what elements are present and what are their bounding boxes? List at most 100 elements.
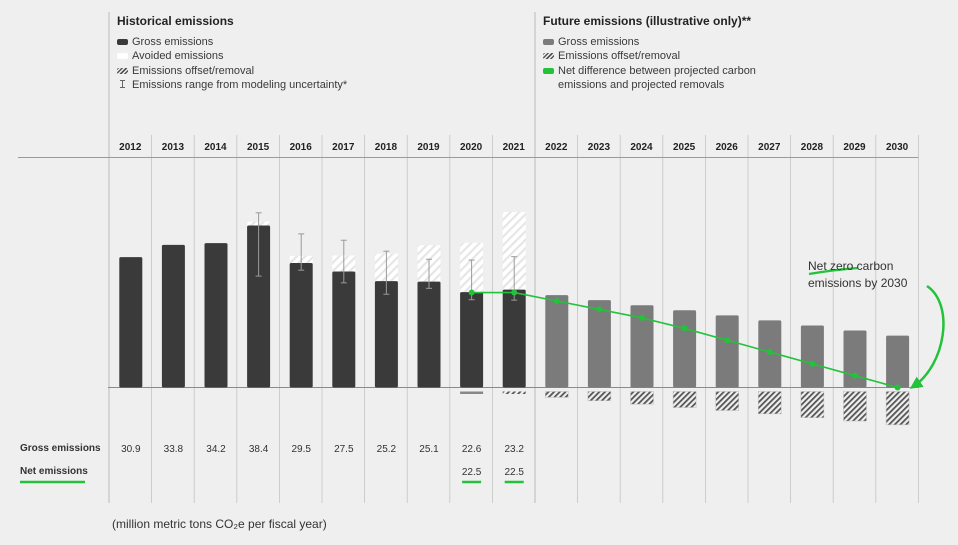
gross-emissions-bar	[204, 243, 228, 388]
gross-emissions-row-label: Gross emissions	[20, 443, 101, 454]
gross-value-label: 34.2	[206, 444, 226, 455]
future-offset-removal-bar	[672, 391, 697, 408]
legend-historical: Historical emissions Gross emissions Avo…	[117, 14, 347, 93]
gross-value-label: 29.5	[291, 444, 311, 455]
legend-item-label: Avoided emissions	[132, 50, 224, 62]
year-tick-label: 2017	[332, 142, 355, 153]
gross-emissions-bar	[161, 244, 185, 388]
future-offset-removal-bar	[545, 391, 569, 398]
gross-emissions-bar	[289, 263, 313, 388]
offset-removal-bar	[460, 391, 484, 394]
year-tick-label: 2012	[119, 142, 142, 153]
year-tick-label: 2030	[886, 142, 909, 153]
legend-item-label: Emissions offset/removal	[132, 64, 255, 77]
legend-item-label: Emissions range from modeling uncertaint…	[132, 79, 348, 91]
future-gross-emissions-bar	[630, 305, 654, 388]
future-offset-removal-bar	[758, 391, 782, 415]
year-tick-label: 2019	[417, 142, 440, 153]
year-tick-label: 2018	[375, 142, 398, 153]
future-gross-emissions-bar	[715, 315, 739, 388]
gross-swatch-icon	[117, 38, 128, 45]
offset-removal-bar	[502, 391, 526, 394]
legend-future-title: Future emissions (illustrative only)**	[543, 14, 752, 28]
year-tick-label: 2020	[460, 142, 483, 153]
legend-item-label: Emissions offset/removal	[558, 50, 681, 62]
net-difference-point	[511, 289, 518, 296]
gross-emissions-bar	[247, 225, 271, 388]
future-gross-emissions-bar	[673, 310, 697, 388]
unit-note: (million metric tons CO₂e per fiscal yea…	[112, 517, 327, 531]
gross-emissions-bar	[417, 281, 441, 388]
year-tick-label: 2023	[588, 142, 611, 153]
gross-value-label: 27.5	[334, 444, 354, 455]
year-tick-label: 2021	[503, 142, 526, 153]
future-offset-removal-bar	[587, 391, 612, 402]
annotation-line-2: emissions by 2030	[808, 276, 908, 290]
gross-value-label: 38.4	[249, 444, 269, 455]
legend-item-label: Gross emissions	[132, 35, 214, 48]
gross-swatch-icon	[543, 38, 554, 45]
net-difference-point	[809, 360, 816, 367]
gross-emissions-bar	[502, 289, 526, 388]
future-gross-emissions-bar	[843, 330, 867, 388]
legend-item-label: Gross emissions	[558, 35, 640, 48]
net-difference-point	[553, 297, 560, 304]
gross-emissions-bar	[119, 257, 143, 388]
legend-item-avoided: Avoided emissions	[117, 49, 347, 64]
year-tick-label: 2025	[673, 142, 696, 153]
gross-value-label: 22.6	[462, 444, 482, 455]
green-line-swatch-icon	[543, 67, 554, 74]
annotation-line-1: Net zero carbon	[808, 259, 894, 273]
year-tick-label: 2026	[716, 142, 739, 153]
year-tick-label: 2016	[290, 142, 313, 153]
future-offset-removal-bar	[885, 391, 910, 426]
future-gross-emissions-bar	[587, 300, 611, 388]
net-difference-point	[681, 325, 688, 332]
avoided-emissions-bar	[502, 211, 526, 290]
future-offset-removal-bar	[630, 391, 654, 405]
year-tick-label: 2028	[801, 142, 824, 153]
legend-item-gross: Gross emissions	[117, 35, 347, 50]
net-emissions-row-label: Net emissions	[20, 466, 88, 477]
legend-item-net-difference: Net difference between projected carbon …	[543, 64, 783, 93]
net-difference-point	[724, 337, 731, 344]
net-difference-point	[639, 314, 645, 321]
gross-value-label: 23.2	[504, 444, 524, 455]
avoided-swatch-icon	[117, 53, 128, 59]
legend-item-label: Net difference between projected carbon …	[558, 64, 756, 92]
year-tick-label: 2029	[843, 142, 866, 153]
future-offset-removal-bar	[843, 391, 867, 422]
grid-lines	[108, 12, 919, 503]
net-value-label: 22.5	[504, 467, 524, 478]
legend-future: Future emissions (illustrative only)** G…	[543, 14, 783, 93]
gross-value-label: 25.2	[377, 444, 397, 455]
year-tick-label: 2022	[545, 142, 568, 153]
net-difference-point	[766, 349, 773, 356]
hatch-swatch-icon	[543, 53, 554, 59]
net-zero-annotation: Net zero carbon emissions by 2030	[808, 258, 907, 292]
legend-historical-title: Historical emissions	[117, 14, 234, 28]
gross-value-label: 30.9	[121, 444, 141, 455]
hatch-swatch-icon	[117, 67, 128, 74]
gross-emissions-bar	[374, 281, 398, 388]
net-difference-point	[852, 372, 858, 379]
legend-item-offset: Emissions offset/removal	[117, 64, 347, 79]
net-value-label: 22.5	[462, 467, 482, 478]
net-line	[468, 289, 901, 391]
year-tick-label: 2014	[204, 142, 227, 153]
future-gross-emissions-bar	[545, 295, 569, 388]
tick-and-value-labels: 2012 2013 2014 2015 2016 2017 2018 2019 2020 2021…	[119, 142, 909, 484]
net-difference-point	[596, 306, 603, 313]
year-tick-label: 2024	[630, 142, 653, 153]
legend-item-range: Emissions range from modeling uncertaint…	[117, 78, 347, 93]
future-offset-removal-bar	[800, 391, 825, 418]
error-bar-icon	[117, 78, 128, 90]
gross-value-label: 33.8	[164, 444, 184, 455]
legend-item-future-offset: Emissions offset/removal	[543, 49, 783, 64]
year-tick-label: 2013	[162, 142, 185, 153]
net-difference-point	[894, 384, 901, 391]
net-difference-point	[468, 289, 475, 296]
future-offset-removal-bar	[715, 391, 739, 411]
future-gross-emissions-bar	[886, 335, 910, 388]
